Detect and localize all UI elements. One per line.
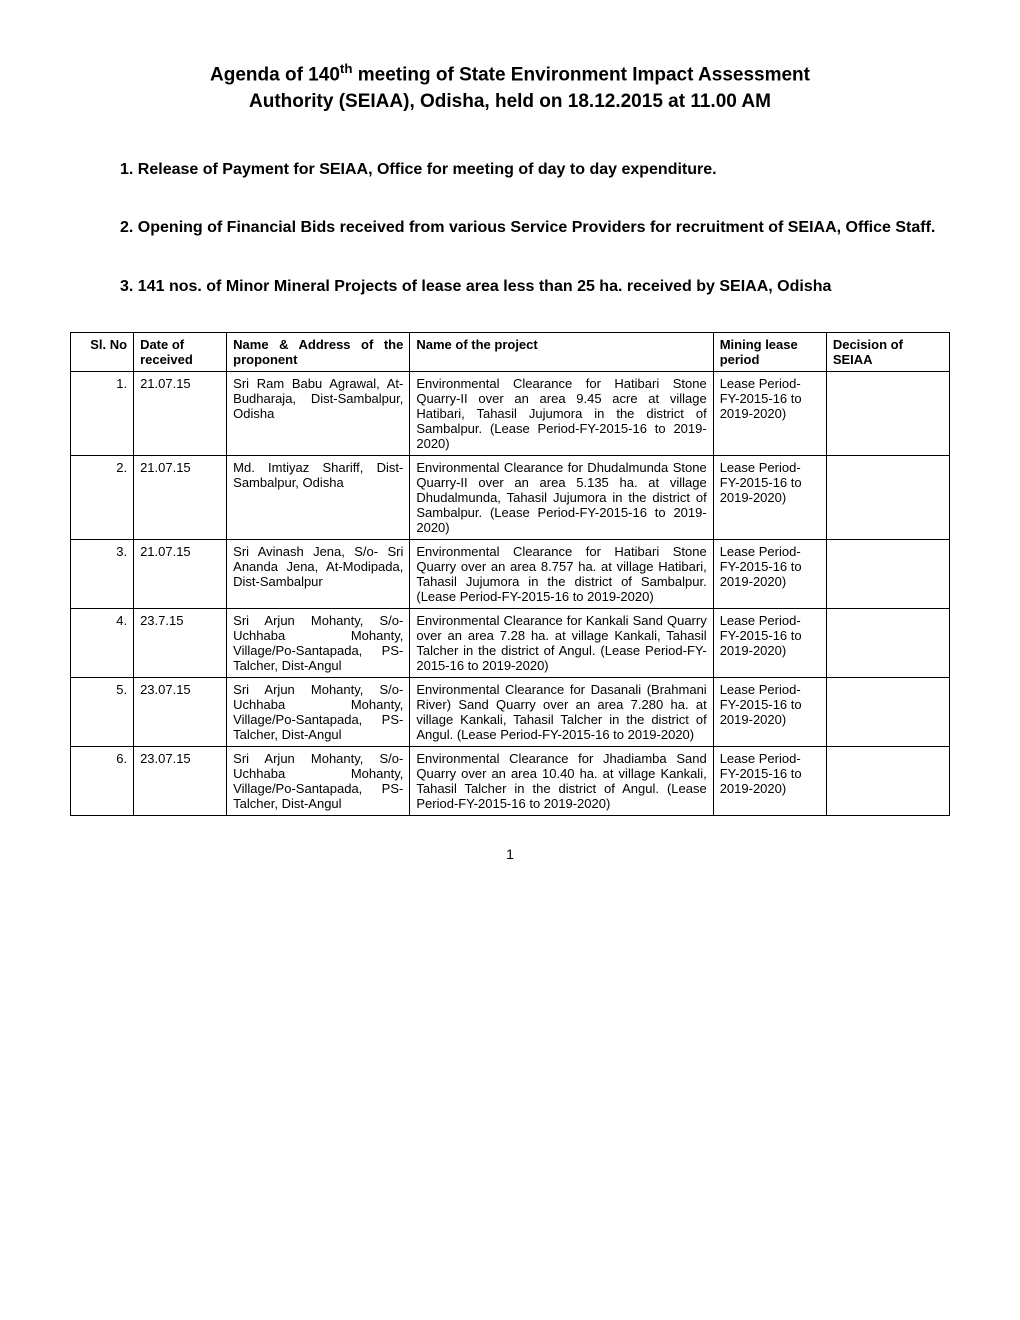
item-text: 141 nos. of Minor Mineral Projects of le… <box>138 278 832 295</box>
agenda-item-2: 2. Opening of Financial Bids received fr… <box>120 214 950 243</box>
table-cell: 5. <box>71 677 134 746</box>
table-cell: 1. <box>71 371 134 455</box>
title-superscript: th <box>340 61 353 76</box>
header-date: Date of received <box>134 332 227 371</box>
table-cell: Environmental Clearance for Dhudalmunda … <box>410 455 713 539</box>
table-row: 1.21.07.15Sri Ram Babu Agrawal, At-Budha… <box>71 371 950 455</box>
page-number: 1 <box>70 846 950 862</box>
table-cell: Lease Period-FY-2015-16 to 2019-2020) <box>713 677 826 746</box>
table-header-row: Sl. No Date of received Name & Address o… <box>71 332 950 371</box>
table-cell: 4. <box>71 608 134 677</box>
table-cell: Environmental Clearance for Jhadiamba Sa… <box>410 746 713 815</box>
table-cell: Environmental Clearance for Hatibari Sto… <box>410 371 713 455</box>
table-cell: 23.07.15 <box>134 746 227 815</box>
item-text: Release of Payment for SEIAA, Office for… <box>138 161 717 178</box>
agenda-item-1: 1. Release of Payment for SEIAA, Office … <box>120 156 950 185</box>
table-cell: Lease Period-FY-2015-16 to 2019-2020) <box>713 455 826 539</box>
table-cell: Lease Period-FY-2015-16 to 2019-2020) <box>713 746 826 815</box>
table-cell: Sri Arjun Mohanty, S/o-Uchhaba Mohanty, … <box>227 746 410 815</box>
table-cell: 3. <box>71 539 134 608</box>
table-cell: 21.07.15 <box>134 371 227 455</box>
projects-table: Sl. No Date of received Name & Address o… <box>70 332 950 816</box>
table-cell <box>826 371 949 455</box>
table-row: 4.23.7.15Sri Arjun Mohanty, S/o-Uchhaba … <box>71 608 950 677</box>
table-cell <box>826 608 949 677</box>
table-cell: Environmental Clearance for Dasanali (Br… <box>410 677 713 746</box>
table-row: 5.23.07.15Sri Arjun Mohanty, S/o-Uchhaba… <box>71 677 950 746</box>
item-number: 2. <box>120 219 133 236</box>
table-cell: 21.07.15 <box>134 539 227 608</box>
table-cell <box>826 677 949 746</box>
table-row: 3.21.07.15Sri Avinash Jena, S/o- Sri Ana… <box>71 539 950 608</box>
table-cell <box>826 746 949 815</box>
table-cell: Sri Ram Babu Agrawal, At-Budharaja, Dist… <box>227 371 410 455</box>
table-cell: 23.7.15 <box>134 608 227 677</box>
header-decision: Decision of SEIAA <box>826 332 949 371</box>
item-number: 1. <box>120 161 133 178</box>
header-proponent: Name & Address of the proponent <box>227 332 410 371</box>
table-cell: Lease Period-FY-2015-16 to 2019-2020) <box>713 608 826 677</box>
header-slno: Sl. No <box>71 332 134 371</box>
table-cell: 6. <box>71 746 134 815</box>
table-cell <box>826 539 949 608</box>
agenda-item-3: 3. 141 nos. of Minor Mineral Projects of… <box>120 273 950 302</box>
title-part1b: meeting of State Environment Impact Asse… <box>352 64 810 85</box>
table-row: 2.21.07.15Md. Imtiyaz Shariff, Dist-Samb… <box>71 455 950 539</box>
table-row: 6.23.07.15Sri Arjun Mohanty, S/o-Uchhaba… <box>71 746 950 815</box>
item-number: 3. <box>120 278 133 295</box>
document-title: Agenda of 140th meeting of State Environ… <box>70 60 950 116</box>
table-cell: 23.07.15 <box>134 677 227 746</box>
table-cell: Md. Imtiyaz Shariff, Dist-Sambalpur, Odi… <box>227 455 410 539</box>
table-cell: Environmental Clearance for Hatibari Sto… <box>410 539 713 608</box>
table-cell: 2. <box>71 455 134 539</box>
header-lease: Mining lease period <box>713 332 826 371</box>
table-cell: Environmental Clearance for Kankali Sand… <box>410 608 713 677</box>
title-line2: Authority (SEIAA), Odisha, held on 18.12… <box>249 91 771 112</box>
header-project: Name of the project <box>410 332 713 371</box>
table-cell <box>826 455 949 539</box>
table-cell: Lease Period-FY-2015-16 to 2019-2020) <box>713 371 826 455</box>
table-cell: Sri Arjun Mohanty, S/o-Uchhaba Mohanty, … <box>227 608 410 677</box>
title-part1: Agenda of 140 <box>210 64 340 85</box>
table-cell: Sri Avinash Jena, S/o- Sri Ananda Jena, … <box>227 539 410 608</box>
table-cell: Lease Period-FY-2015-16 to 2019-2020) <box>713 539 826 608</box>
table-cell: Sri Arjun Mohanty, S/o-Uchhaba Mohanty, … <box>227 677 410 746</box>
table-cell: 21.07.15 <box>134 455 227 539</box>
item-text: Opening of Financial Bids received from … <box>138 219 936 236</box>
